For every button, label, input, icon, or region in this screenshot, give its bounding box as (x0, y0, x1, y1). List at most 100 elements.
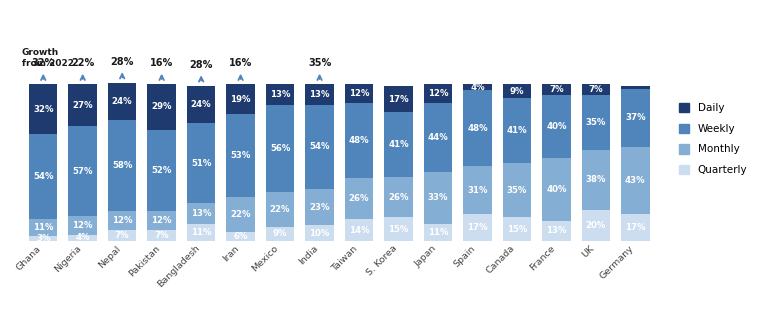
Text: 26%: 26% (349, 194, 369, 203)
Bar (385, 177, 413, 218)
Bar (542, 84, 571, 95)
Bar (69, 126, 97, 216)
Text: 51%: 51% (191, 159, 211, 168)
Bar (542, 221, 571, 241)
Bar (621, 86, 650, 89)
Text: 56%: 56% (270, 144, 290, 153)
Text: 57%: 57% (73, 167, 93, 176)
Text: Growth
from 2022: Growth from 2022 (22, 48, 73, 69)
Text: 38%: 38% (586, 175, 606, 184)
Text: 13%: 13% (270, 90, 290, 99)
Bar (582, 210, 610, 241)
Bar (108, 120, 136, 211)
Bar (345, 103, 374, 178)
Text: 41%: 41% (507, 126, 527, 135)
Text: 13%: 13% (310, 90, 330, 99)
Text: 17%: 17% (467, 223, 488, 232)
Text: 7%: 7% (115, 231, 129, 240)
Text: 22%: 22% (270, 205, 290, 214)
Bar (69, 84, 97, 126)
Text: 6%: 6% (233, 232, 248, 241)
Text: 33%: 33% (427, 193, 448, 202)
Text: 28%: 28% (190, 60, 213, 70)
Bar (29, 236, 58, 241)
Bar (266, 193, 294, 227)
Text: 32%: 32% (33, 105, 54, 114)
Bar (621, 214, 650, 241)
Bar (108, 230, 136, 241)
Text: 12%: 12% (112, 216, 133, 225)
Bar (621, 147, 650, 214)
Bar (463, 166, 491, 214)
Text: 37%: 37% (625, 113, 646, 122)
Text: 22%: 22% (230, 210, 251, 219)
Bar (424, 103, 452, 172)
Text: 7%: 7% (549, 85, 564, 94)
Bar (424, 172, 452, 224)
Bar (187, 224, 215, 241)
Bar (345, 219, 374, 241)
Bar (385, 112, 413, 177)
Bar (542, 95, 571, 158)
Bar (69, 235, 97, 241)
Text: 11%: 11% (33, 223, 54, 232)
Bar (187, 203, 215, 224)
Text: 48%: 48% (467, 124, 488, 133)
Text: 7%: 7% (589, 85, 603, 94)
Bar (582, 84, 610, 95)
Text: 43%: 43% (625, 176, 646, 185)
Bar (226, 197, 255, 232)
Text: 10%: 10% (310, 229, 330, 238)
Bar (147, 230, 176, 241)
Bar (503, 98, 531, 163)
Bar (69, 216, 97, 235)
Text: 40%: 40% (546, 185, 566, 194)
Bar (463, 91, 491, 166)
Text: 4%: 4% (470, 83, 485, 92)
Text: 53%: 53% (230, 151, 251, 160)
Bar (187, 86, 215, 123)
Bar (226, 84, 255, 114)
Text: 13%: 13% (191, 209, 211, 218)
Text: 9%: 9% (273, 230, 287, 239)
Bar (503, 163, 531, 218)
Text: 12%: 12% (349, 89, 369, 98)
Text: 41%: 41% (388, 140, 409, 149)
Text: 15%: 15% (388, 225, 409, 234)
Bar (266, 104, 294, 193)
Bar (503, 218, 531, 241)
Bar (621, 89, 650, 147)
Bar (503, 84, 531, 98)
Text: 23%: 23% (310, 203, 330, 212)
Bar (542, 158, 571, 221)
Bar (305, 104, 334, 189)
Bar (29, 84, 58, 134)
Text: 35%: 35% (507, 185, 527, 195)
Text: 11%: 11% (191, 228, 211, 237)
Bar (305, 84, 334, 104)
Text: 28%: 28% (111, 57, 134, 67)
Legend: Daily, Weekly, Monthly, Quarterly: Daily, Weekly, Monthly, Quarterly (675, 99, 751, 179)
Text: 17%: 17% (625, 223, 646, 232)
Text: 24%: 24% (112, 97, 133, 106)
Bar (108, 83, 136, 120)
Bar (385, 86, 413, 112)
Bar (147, 130, 176, 211)
Text: 19%: 19% (230, 95, 251, 104)
Text: 27%: 27% (73, 101, 93, 110)
Text: 32%: 32% (32, 58, 55, 69)
Bar (582, 150, 610, 210)
Text: 16%: 16% (229, 58, 252, 69)
Bar (266, 84, 294, 104)
Bar (187, 123, 215, 203)
Text: 40%: 40% (546, 122, 566, 131)
Text: 52%: 52% (151, 166, 172, 175)
Bar (226, 232, 255, 241)
Text: 13%: 13% (546, 226, 566, 235)
Bar (29, 134, 58, 219)
Text: 20%: 20% (586, 221, 606, 230)
Bar (424, 224, 452, 241)
Bar (463, 214, 491, 241)
Bar (345, 178, 374, 219)
Text: 24%: 24% (191, 100, 211, 109)
